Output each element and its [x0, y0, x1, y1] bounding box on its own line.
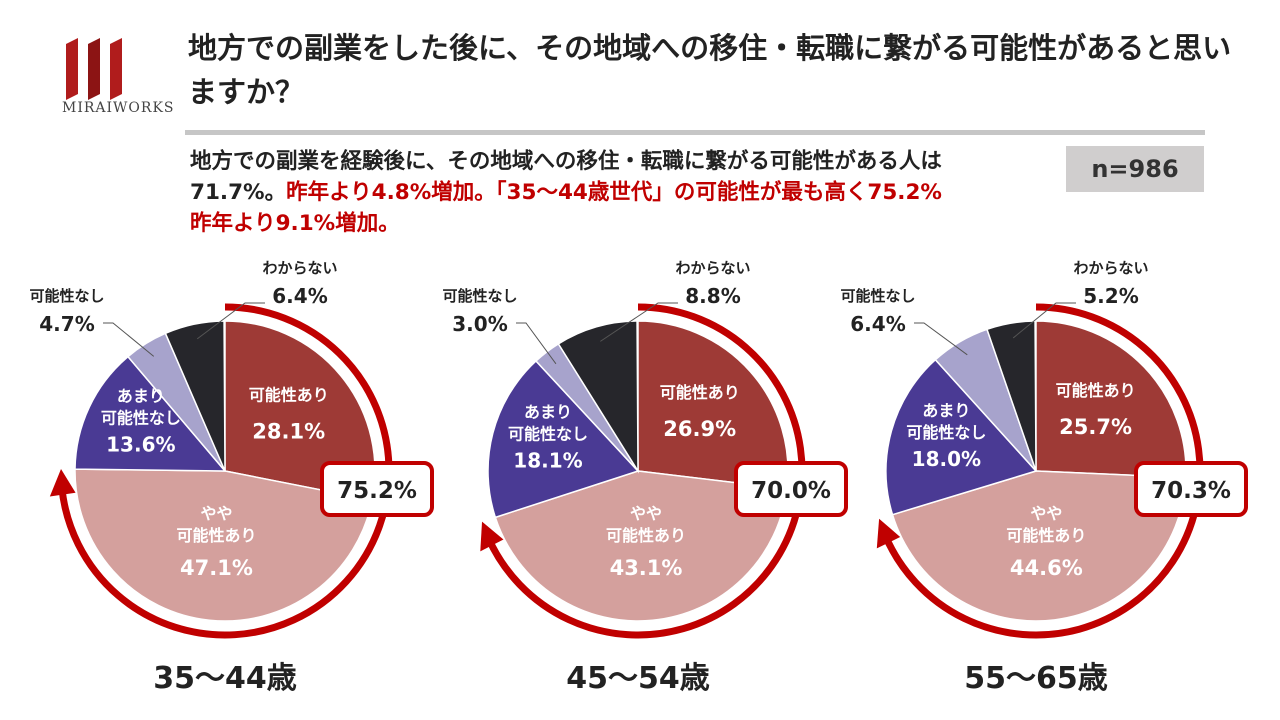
leader-line	[196, 302, 265, 340]
title-divider	[185, 130, 1205, 135]
slice-category-label: 可能性あり	[606, 526, 686, 545]
pie-slice	[885, 358, 1038, 516]
pie-chart-1: 可能性あり28.1%やや可能性あり47.1%あまり可能性なし13.6%可能性なし…	[29, 259, 434, 696]
slice-category-label: 可能性なし	[101, 408, 181, 427]
total-arrow-ring	[881, 303, 1204, 639]
outside-category-label: わからない	[675, 259, 750, 277]
pie-slice	[1035, 320, 1187, 479]
total-callout-value: 75.2%	[337, 478, 417, 504]
slice-category-label: やや	[630, 504, 662, 523]
logo-text: MIRAIWORKS	[62, 100, 175, 116]
outside-category-label: 可能性なし	[442, 287, 517, 305]
slice-value-label: 28.1%	[252, 420, 325, 444]
slice-category-label: あまり	[922, 401, 970, 420]
slice-value-label: 18.0%	[912, 447, 981, 471]
pie-slice	[494, 470, 788, 622]
total-callout-box	[320, 461, 434, 517]
miraiworks-logo-icon	[66, 38, 122, 100]
total-callout-value: 70.3%	[1151, 478, 1231, 504]
leader-line	[600, 302, 678, 342]
slice-value-label: 43.1%	[610, 556, 683, 580]
slice-value-label: 25.7%	[1059, 415, 1132, 439]
slice-value-label: 18.1%	[513, 449, 582, 473]
pie-slice	[891, 470, 1187, 622]
leader-line	[516, 322, 557, 365]
pie-slice	[637, 320, 789, 490]
summary-line-3: 昨年より9.1%増加。	[190, 211, 400, 236]
total-callout-value: 70.0%	[751, 478, 831, 504]
pie-slice	[74, 468, 374, 622]
pie-slice	[74, 355, 227, 472]
pie-chart-2: 可能性あり26.9%やや可能性あり43.1%あまり可能性なし18.1%可能性なし…	[442, 259, 848, 696]
chart-title: 45～54歳	[566, 661, 710, 696]
slice-value-label: 44.6%	[1010, 556, 1083, 580]
slice-category-label: 可能性あり	[249, 386, 329, 405]
summary-line-1: 地方での副業を経験後に、その地域への移住・転職に繋がる可能性がある人は	[190, 149, 942, 174]
summary-highlight: 昨年より4.8%増加。「35～44歳世代」の可能性が最も高く75.2%	[286, 180, 942, 205]
chart-title: 55～65歳	[964, 661, 1108, 696]
slice-category-label: あまり	[524, 403, 572, 422]
total-arrow-ring	[484, 303, 806, 639]
outside-value-label: 4.7%	[39, 312, 94, 336]
slice-category-label: 可能性なし	[906, 423, 986, 442]
page-title: 地方での副業をした後に、その地域への移住・転職に繋がる可能性があると思いますか？	[188, 31, 1232, 109]
slice-category-label: 可能性あり	[660, 383, 740, 402]
total-callout-box	[734, 461, 848, 517]
slice-category-label: あまり	[117, 386, 165, 405]
outside-category-label: 可能性なし	[840, 287, 915, 305]
outside-value-label: 8.8%	[685, 284, 740, 308]
pie-slice	[487, 359, 640, 519]
summary-overall-rate: 71.7%。	[190, 180, 287, 205]
chart-title: 35～44歳	[153, 661, 297, 696]
leader-line	[1012, 302, 1076, 339]
leader-line	[103, 322, 155, 357]
slice-category-label: 可能性あり	[1056, 381, 1136, 400]
outside-category-label: わからない	[1073, 259, 1148, 277]
total-arrow-ring	[58, 303, 393, 639]
pie-slice	[164, 320, 226, 472]
summary-text: 地方での副業を経験後に、その地域への移住・転職に繋がる可能性がある人は 71.7…	[190, 146, 1070, 239]
slice-value-label: 26.9%	[663, 417, 736, 441]
outside-category-label: 可能性なし	[29, 287, 104, 305]
total-callout-box	[1134, 461, 1248, 517]
leader-line	[914, 322, 968, 356]
slice-value-label: 13.6%	[106, 432, 175, 456]
outside-category-label: わからない	[262, 259, 337, 277]
slice-category-label: やや	[200, 504, 232, 523]
slice-category-label: 可能性あり	[1006, 526, 1086, 545]
arrow-head-icon	[480, 521, 504, 552]
arrow-head-icon	[876, 518, 901, 549]
pie-slice	[557, 320, 639, 474]
outside-value-label: 5.2%	[1083, 284, 1138, 308]
slice-category-label: 可能性あり	[176, 526, 256, 545]
slice-category-label: 可能性なし	[508, 425, 588, 444]
slice-category-label: やや	[1030, 504, 1062, 523]
outside-value-label: 6.4%	[850, 312, 905, 336]
arrow-head-icon	[49, 468, 76, 497]
sample-size-badge: n=986	[1066, 146, 1204, 192]
pie-chart-3: 可能性あり25.7%やや可能性あり44.6%あまり可能性なし18.0%可能性なし…	[840, 259, 1248, 696]
pie-slice	[986, 320, 1037, 472]
outside-value-label: 3.0%	[452, 312, 507, 336]
slice-value-label: 47.1%	[180, 556, 253, 580]
outside-value-label: 6.4%	[272, 284, 327, 308]
